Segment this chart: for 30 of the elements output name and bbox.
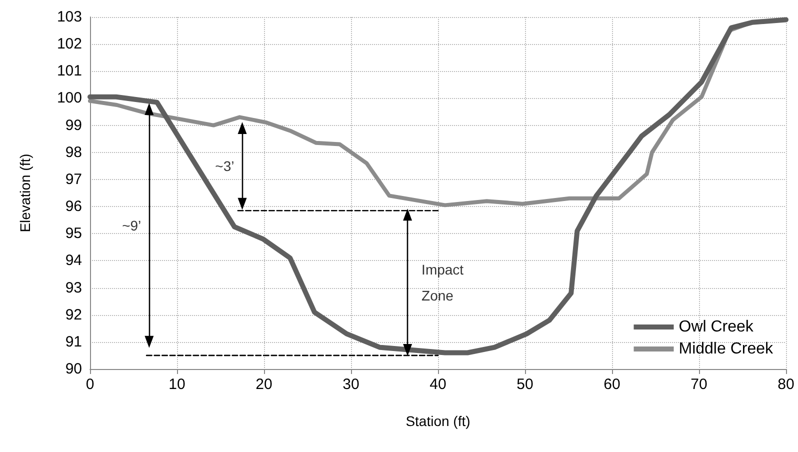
x-tick-label: 60 [604,376,620,393]
x-tick-label: 10 [168,376,186,393]
y-axis-title: Elevation (ft) [17,154,33,232]
y-tick-label: 102 [56,36,82,53]
x-tick-label: 40 [430,376,446,393]
y-tick-label: 93 [65,279,82,296]
annotation: ~9’ [122,217,142,234]
annotation: Impact Zone [422,261,464,304]
x-tick-label: 70 [690,376,708,393]
y-tick-label: 99 [65,116,82,134]
y-tick-label: 95 [65,225,82,242]
y-tick-label: 100 [56,90,82,107]
y-tick-label: 94 [65,252,82,270]
x-axis-title: Station (ft) [406,413,470,429]
x-tick-label: 80 [778,376,794,393]
x-tick-label: 50 [516,376,534,393]
annotation: ~3’ [215,158,234,174]
x-tick-label: 30 [342,376,360,393]
x-tick-label: 20 [256,376,272,393]
y-tick-label: 97 [65,170,82,188]
y-tick-label: 90 [65,360,82,378]
legend-label: Middle Creek [678,340,774,358]
y-tick-label: 103 [56,8,82,26]
y-tick-label: 92 [65,306,82,324]
y-tick-label: 96 [65,198,82,216]
legend-label: Owl Creek [678,318,754,336]
y-tick-label: 98 [65,144,82,161]
x-tick-label: 0 [86,376,94,393]
y-tick-label: 91 [65,333,82,350]
y-tick-label: 101 [56,62,82,80]
